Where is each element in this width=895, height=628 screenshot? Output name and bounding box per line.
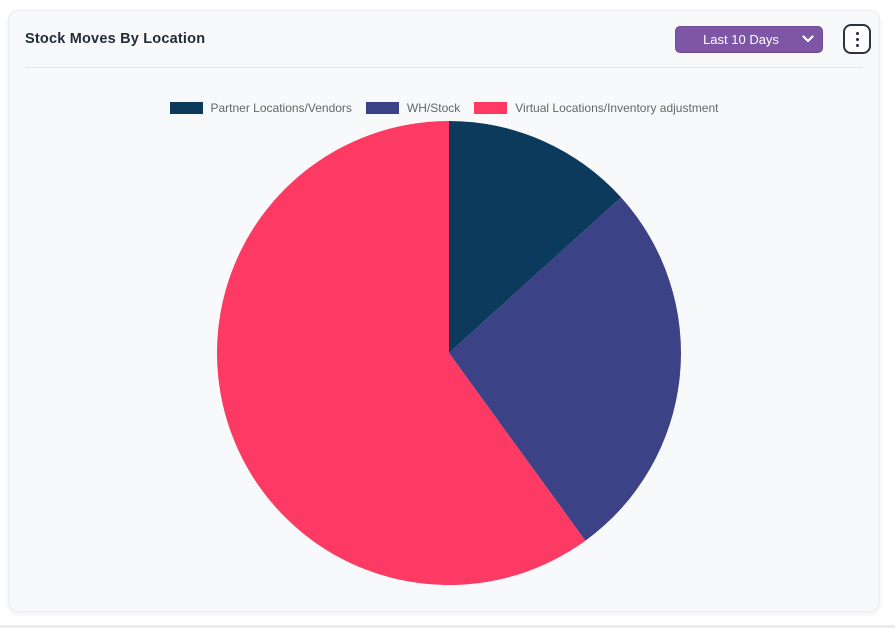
kebab-vertical-icon (855, 31, 859, 35)
next-card-edge (0, 625, 895, 628)
card-title: Stock Moves By Location (25, 31, 206, 47)
pie-slice-1[interactable] (449, 197, 681, 541)
pie-chart (214, 118, 684, 588)
date-range-select[interactable]: Last 10 Days (675, 25, 823, 53)
card-header: Stock Moves By Location Last 10 Days (9, 11, 879, 67)
legend-item-1[interactable]: WH/Stock (365, 101, 461, 115)
header-divider (25, 67, 863, 68)
legend-item-0[interactable]: Partner Locations/Vendors (169, 101, 352, 115)
legend-label: Virtual Locations/Inventory adjustment (515, 101, 719, 115)
chart-legend: Partner Locations/Vendors WH/Stock Virtual… (9, 99, 879, 117)
legend-color-box (365, 102, 399, 114)
legend-color-box (169, 102, 203, 114)
card-menu-button[interactable] (843, 24, 871, 54)
date-range-select-wrap: Last 10 Days (675, 25, 823, 53)
legend-item-2[interactable]: Virtual Locations/Inventory adjustment (474, 101, 719, 115)
pie-chart-svg (217, 121, 681, 585)
legend-label: Partner Locations/Vendors (210, 101, 352, 115)
pie-slice-2[interactable] (217, 121, 586, 585)
stock-moves-card: Stock Moves By Location Last 10 Days Par… (8, 10, 880, 612)
legend-label: WH/Stock (406, 101, 461, 115)
legend-color-box (474, 102, 508, 114)
pie-slice-0[interactable] (449, 121, 622, 353)
